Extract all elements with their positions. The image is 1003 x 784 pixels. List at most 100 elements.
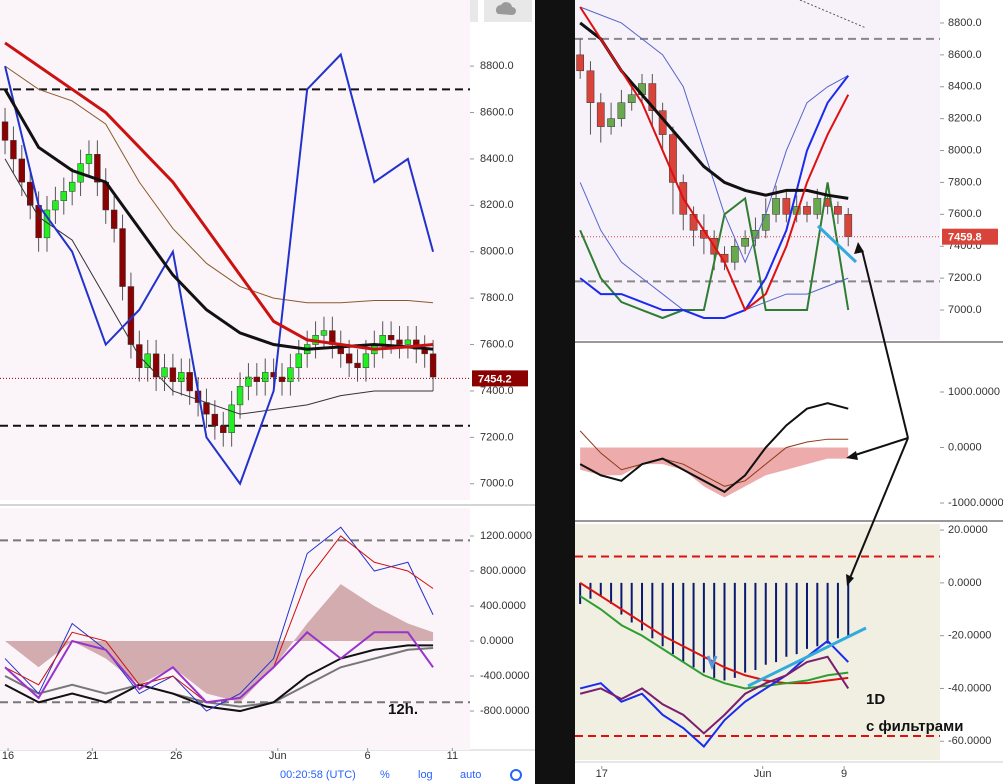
y-tick-label: 8000.0 [480, 246, 514, 258]
x-tick-label: 11 [447, 750, 458, 762]
plot-area [0, 526, 470, 713]
candle-body [278, 376, 286, 382]
y-tick-label: 1200.0000 [480, 530, 532, 542]
annotation: 1D [866, 691, 885, 708]
y-tick-label: -20.0000 [948, 630, 991, 642]
indicator-line [4, 644, 434, 713]
x-tick-label: 26 [170, 750, 182, 762]
y-tick-label: 0.0000 [948, 441, 982, 453]
clock: 00:20:58 (UTC) [280, 769, 356, 781]
drawings [706, 0, 909, 688]
indicator-line [4, 52, 435, 486]
last-price-label: 7459.8 [948, 232, 982, 244]
y-tick-label: 7600.0 [948, 208, 982, 220]
indicator-line [579, 430, 849, 487]
candle-body [110, 209, 118, 229]
x-tick-label: 9 [841, 768, 847, 780]
indicator-line [579, 655, 850, 735]
y-tick-label: 8000.0 [948, 144, 982, 156]
indicator-line [4, 65, 434, 304]
candle-body [144, 353, 151, 368]
y-tick-label: -60.0000 [948, 735, 991, 747]
candle-body [404, 339, 412, 345]
y-tick-label: 7600.0 [480, 338, 514, 350]
pane-background [575, 0, 940, 340]
candle-body [262, 372, 269, 382]
annotation: с фильтрами [866, 718, 963, 735]
y-tick-label: 8800.0 [948, 17, 982, 29]
arrow-head [854, 242, 864, 254]
candle-body [94, 154, 101, 183]
y-tick-label: 7000.0 [948, 304, 982, 316]
candle-body [178, 372, 185, 382]
last-price-label: 7454.2 [478, 373, 512, 385]
x-tick-label: 21 [86, 750, 98, 762]
candle-body [152, 353, 160, 378]
y-tick-label: -400.0000 [480, 670, 530, 682]
candle-body [813, 198, 822, 215]
candle-body [161, 367, 168, 378]
pane-background [575, 524, 940, 760]
y-tick-label: 800.0000 [480, 565, 526, 577]
candle-body [228, 404, 235, 433]
candle-body [10, 140, 17, 160]
y-tick-label: 7800.0 [948, 176, 982, 188]
y-tick-label: -800.0000 [480, 705, 530, 717]
indicator-line [579, 6, 849, 264]
arrow [861, 249, 909, 439]
arrow-head [846, 451, 858, 460]
candle-body [52, 200, 59, 211]
signal-marker [706, 655, 718, 671]
candle-body [596, 102, 605, 127]
candle-body [68, 181, 76, 192]
candle-body [648, 83, 657, 111]
candle-body [669, 134, 677, 183]
y-tick-label: -40.0000 [948, 682, 991, 694]
y-tick-label: 1000.0000 [948, 386, 1000, 398]
y-tick-label: 8800.0 [480, 60, 514, 72]
indicator-line [3, 88, 434, 351]
candle-body [627, 94, 636, 103]
candle-body [253, 376, 261, 382]
chart-pane: 8800.0 8600.0 8400.0 8200.0 8000.0 7800.0 7600… [0, 0, 528, 500]
y-tick-label: -1000.0000 [948, 497, 1003, 509]
candle-body [220, 425, 227, 433]
percent-toggle[interactable]: % [380, 769, 390, 781]
candle-body [43, 209, 51, 239]
x-tick-label: 6 [365, 750, 371, 762]
candle-body [169, 367, 177, 382]
trend-line [816, 224, 858, 264]
candle-body [186, 372, 193, 392]
candle-body [387, 335, 395, 341]
y-tick-label: 8400.0 [948, 81, 982, 93]
indicator-line [4, 630, 434, 704]
candle-body [617, 102, 626, 119]
candle-body [320, 330, 328, 336]
x-tick-label: Jun [754, 768, 772, 780]
y-tick-label: 7200.0 [948, 272, 982, 284]
plot-area [579, 402, 849, 498]
candle-body [295, 353, 302, 368]
candle-body [354, 362, 361, 368]
candle-body [834, 206, 842, 215]
indicator-line [4, 526, 434, 712]
candle-body [18, 158, 26, 183]
candle-body [379, 335, 386, 345]
indicator-line [579, 182, 850, 320]
log-toggle[interactable]: log [418, 769, 433, 781]
y-tick-label: 8400.0 [480, 153, 514, 165]
indicator-line [579, 6, 850, 312]
x-tick-label: 17 [596, 768, 608, 780]
indicator-line [4, 41, 434, 351]
candle-body [586, 70, 595, 103]
candle-body [35, 205, 42, 239]
indicator-area [580, 447, 849, 498]
candle-body [761, 214, 770, 231]
settings-icon[interactable] [510, 769, 522, 781]
auto-toggle[interactable]: auto [460, 769, 481, 781]
indicator-line [579, 74, 850, 319]
candle-body [203, 402, 210, 415]
last-price-tag [942, 228, 998, 245]
x-tick-label: Jun [269, 750, 287, 762]
candle-body [844, 214, 853, 237]
